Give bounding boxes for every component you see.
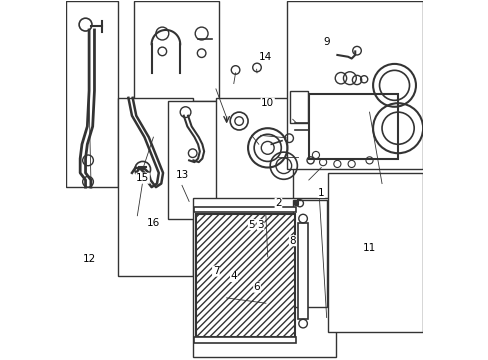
Bar <box>134 1 219 102</box>
Text: 12: 12 <box>82 253 96 264</box>
Bar <box>328 173 422 332</box>
Text: 5: 5 <box>248 220 254 230</box>
Bar <box>194 337 296 342</box>
Text: 8: 8 <box>289 236 295 246</box>
Text: 11: 11 <box>362 243 375 253</box>
Bar <box>287 1 422 169</box>
Bar <box>216 98 292 216</box>
Bar <box>196 214 294 337</box>
Bar <box>118 98 192 276</box>
Text: 2: 2 <box>275 198 281 208</box>
Bar <box>167 102 237 219</box>
Bar <box>192 198 335 357</box>
Text: 13: 13 <box>175 170 188 180</box>
Text: 6: 6 <box>253 282 260 292</box>
Text: 10: 10 <box>261 98 274 108</box>
Text: 4: 4 <box>230 271 237 282</box>
Text: 7: 7 <box>212 266 219 276</box>
Bar <box>290 91 307 123</box>
Text: 3: 3 <box>257 220 264 230</box>
Text: 15: 15 <box>136 173 149 183</box>
Text: 16: 16 <box>146 218 160 228</box>
Text: 9: 9 <box>323 37 329 48</box>
Bar <box>66 1 118 187</box>
Bar <box>194 207 296 212</box>
Text: 1: 1 <box>317 188 324 198</box>
Bar <box>308 94 397 158</box>
Bar <box>292 200 326 307</box>
Text: 14: 14 <box>259 52 272 62</box>
Bar <box>298 223 307 319</box>
